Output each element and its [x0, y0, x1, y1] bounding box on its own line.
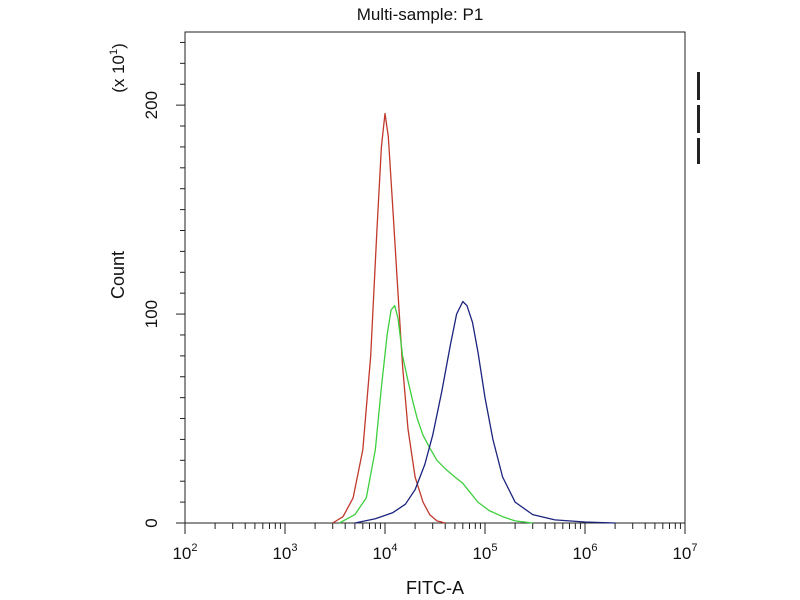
chart-title: Multi-sample: P1 — [357, 5, 484, 24]
x-axis-ticks: 102 103 104 105 106 107 — [172, 523, 698, 563]
x-tick-label: 104 — [372, 542, 397, 563]
y-axis-label: Count — [108, 251, 128, 299]
y-tick-label: 100 — [142, 300, 161, 328]
legend-marks — [697, 72, 700, 164]
plot-frame — [184, 31, 686, 524]
x-tick-label: 106 — [572, 542, 597, 563]
legend-mark — [697, 138, 700, 164]
x-axis-label: FITC-A — [406, 578, 464, 598]
legend-mark — [697, 105, 700, 133]
x-tick-label: 103 — [272, 542, 297, 563]
x-tick-label: 102 — [172, 542, 197, 563]
x-tick-label: 105 — [472, 542, 497, 563]
series-line — [354, 300, 616, 524]
y-multiplier-label: (x 101) — [108, 43, 128, 93]
x-tick-label: 107 — [672, 542, 697, 563]
y-tick-label: 200 — [142, 91, 161, 119]
series-line — [339, 305, 533, 524]
y-multiplier-text: (x 101) — [108, 43, 128, 93]
legend-mark — [697, 72, 700, 100]
series-group — [332, 112, 616, 524]
y-axis-ticks: 0 100 200 — [142, 41, 185, 528]
series-line — [332, 112, 446, 524]
y-tick-label: 0 — [142, 518, 161, 527]
